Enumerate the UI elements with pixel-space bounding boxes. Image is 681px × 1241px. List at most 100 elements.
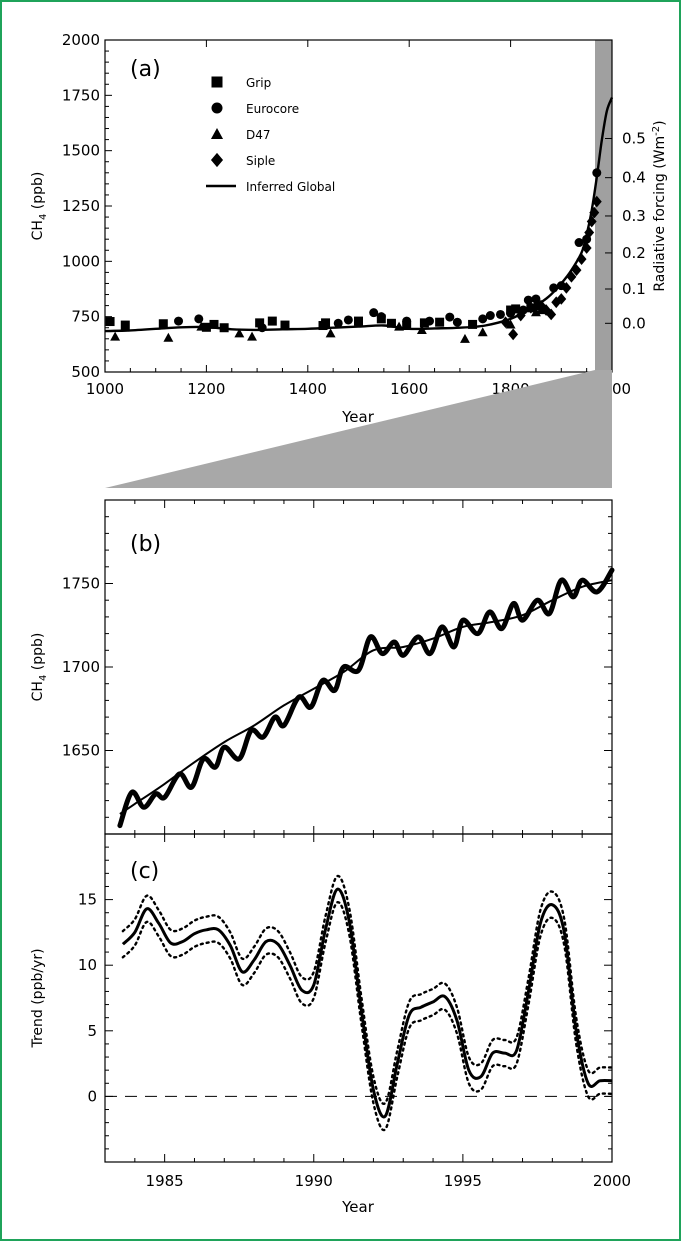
panel-a-y2tick-label: 0.4 xyxy=(622,169,646,187)
grip-point xyxy=(158,319,168,329)
siple-point xyxy=(576,253,587,265)
legend-label: Eurocore xyxy=(246,102,299,116)
d47-point xyxy=(477,327,488,337)
panel-c-xtick-label: 1985 xyxy=(146,1172,184,1190)
panel-c-xlabel: Year xyxy=(341,1198,375,1216)
eurocore-point xyxy=(369,308,379,318)
panel-a-xtick-label: 1000 xyxy=(86,380,124,398)
siple-point xyxy=(581,242,592,254)
panel-a-xlabel: Year xyxy=(341,408,375,426)
panel-a-series xyxy=(104,97,614,343)
panel-a-xtick-label: 1200 xyxy=(187,380,225,398)
grip-point xyxy=(120,320,130,330)
panel-a-axes: 1000120014001600180020005007501000125015… xyxy=(62,31,646,398)
panel-b-ylabel: CH4 (ppb) xyxy=(30,633,49,702)
legend-circle-swatch xyxy=(211,102,223,114)
eurocore-point xyxy=(485,311,495,321)
panel-c-ytick-label: 15 xyxy=(78,891,97,909)
legend-label: Siple xyxy=(246,154,275,168)
siple-point xyxy=(546,308,557,321)
panel-a-y2tick-label: 0.2 xyxy=(622,244,646,262)
observed-ch4-line xyxy=(117,567,615,829)
grip-point xyxy=(209,319,219,329)
eurocore-point xyxy=(343,315,353,325)
siple-point xyxy=(500,316,511,329)
panel-a-y2tick-label: 0.5 xyxy=(622,129,646,147)
panel-a-xtick-label: 1400 xyxy=(289,380,327,398)
panel-b-ytick-label: 1650 xyxy=(62,742,100,760)
eurocore-point xyxy=(194,314,204,324)
panel-c-axes: 1985 1990 1995 2000 0 5 10 15 xyxy=(78,834,631,1190)
eurocore-point xyxy=(506,308,516,318)
panel-a-ylabel: CH4 (ppb) xyxy=(30,172,49,241)
panel-a-ytick-label: 1750 xyxy=(62,86,100,104)
legend-label: Grip xyxy=(246,76,271,90)
panel-c-xtick-label: 1995 xyxy=(444,1172,482,1190)
panel-b-ytick-label: 1700 xyxy=(62,658,100,676)
panel-a-ytick-label: 2000 xyxy=(62,31,100,49)
panel-a-ytick-label: 1250 xyxy=(62,197,100,215)
panel-a-y2label: Radiative forcing (Wm-2) xyxy=(651,120,668,291)
panel-c-frame xyxy=(104,833,613,1163)
siple-point xyxy=(566,270,577,283)
eurocore-point xyxy=(452,317,462,327)
eurocore-point xyxy=(495,309,505,319)
grip-point xyxy=(321,318,331,328)
siple-point xyxy=(556,293,567,305)
panel-b-label: (b) xyxy=(130,532,161,557)
siple-point xyxy=(551,296,562,309)
panel-c-xtick-label: 1990 xyxy=(295,1172,333,1190)
panel-b-series xyxy=(117,567,615,829)
panel-a-label: (a) xyxy=(130,57,161,82)
eurocore-point xyxy=(376,312,386,322)
trend-uncertainty-line xyxy=(121,901,614,1132)
d47-point xyxy=(505,319,516,329)
panel-b: 1650 1700 1750 (b) CH4 (ppb) xyxy=(30,499,615,835)
eurocore-point xyxy=(445,312,455,322)
eurocore-point xyxy=(424,316,434,326)
siple-point xyxy=(561,282,572,294)
eurocore-point xyxy=(574,238,584,248)
panel-c-label: (c) xyxy=(130,859,159,884)
eurocore-point xyxy=(402,316,412,326)
grip-point xyxy=(468,319,478,329)
legend-label: D47 xyxy=(246,128,271,142)
eurocore-point xyxy=(531,294,541,304)
panel-c-ylabel: Trend (ppb/yr) xyxy=(30,948,46,1048)
grip-point xyxy=(105,317,115,327)
panel-b-axes: 1650 1700 1750 xyxy=(62,500,613,834)
eurocore-point xyxy=(478,314,488,324)
legend-square-swatch xyxy=(211,76,223,88)
panel-c-series xyxy=(121,874,614,1132)
panel-c-xtick-label: 2000 xyxy=(593,1172,631,1190)
panel-b-ytick-label: 1750 xyxy=(62,575,100,593)
panel-a: 1000120014001600180020005007501000125015… xyxy=(30,31,668,426)
panel-c: 1985 1990 1995 2000 0 5 10 15 (c) Year Trend (p… xyxy=(30,833,631,1216)
grip-point xyxy=(354,316,363,326)
zoom-connector xyxy=(105,370,612,488)
grip-point xyxy=(280,320,290,330)
siple-point xyxy=(536,299,546,312)
panel-a-ytick-label: 1000 xyxy=(62,252,100,270)
eurocore-point xyxy=(174,316,184,326)
panel-a-y2tick-label: 0.0 xyxy=(622,314,646,332)
ch4-trend-line xyxy=(119,579,613,815)
legend-triangle-swatch xyxy=(210,127,224,139)
panel-c-ytick-label: 10 xyxy=(78,956,97,974)
eurocore-point xyxy=(333,318,343,328)
trend-line xyxy=(121,887,613,1119)
grip-point xyxy=(419,318,429,328)
d47-point xyxy=(325,328,336,338)
d47-point xyxy=(460,333,470,343)
grip-point xyxy=(267,316,277,326)
panel-a-xtick-label: 1600 xyxy=(390,380,428,398)
grip-point xyxy=(255,318,265,328)
panel-a-legend: Grip Eurocore D47 Siple Inferred Global xyxy=(206,76,335,194)
legend-diamond-swatch xyxy=(210,152,224,168)
d47-point xyxy=(163,332,174,342)
panel-c-ytick-label: 5 xyxy=(87,1022,97,1040)
trend-uncertainty-line xyxy=(121,874,614,1106)
grip-point xyxy=(386,318,396,328)
